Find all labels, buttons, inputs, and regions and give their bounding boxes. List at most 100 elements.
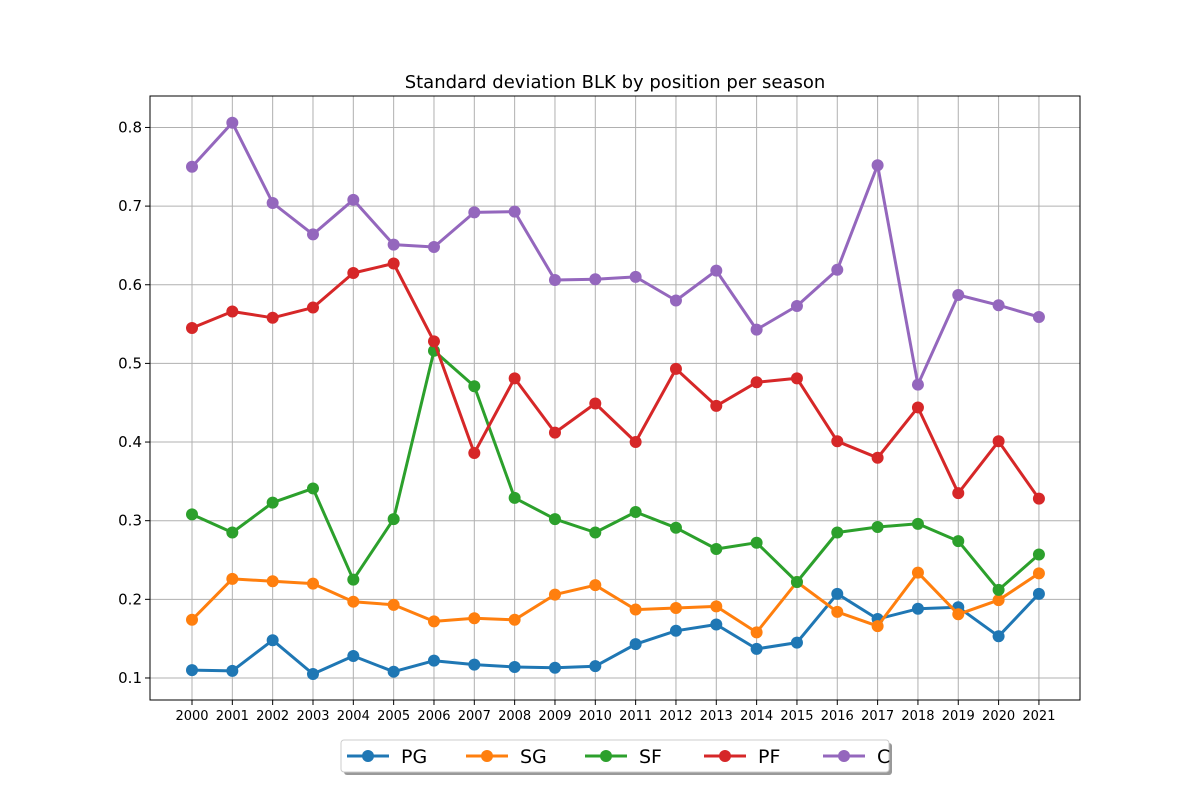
- data-point-pg: [629, 638, 642, 651]
- data-point-pg: [992, 630, 1005, 643]
- legend-label-pf: PF: [758, 746, 780, 768]
- data-point-c: [669, 294, 682, 307]
- data-point-pf: [508, 372, 521, 385]
- data-point-sg: [710, 600, 723, 613]
- data-point-pf: [629, 436, 642, 449]
- data-point-sg: [548, 588, 561, 601]
- y-tick-label: 0.7: [118, 197, 142, 215]
- data-point-sf: [911, 517, 924, 530]
- y-tick-label: 0.4: [118, 433, 142, 451]
- data-point-c: [831, 263, 844, 276]
- data-point-sf: [629, 506, 642, 519]
- data-point-sf: [306, 482, 319, 495]
- data-point-pf: [347, 266, 360, 279]
- y-tick-label: 0.2: [118, 590, 142, 608]
- x-tick-label: 2013: [700, 709, 733, 724]
- x-tick-label: 2016: [821, 709, 854, 724]
- data-point-sf: [1032, 548, 1045, 561]
- y-tick-label: 0.5: [118, 354, 142, 372]
- data-point-sg: [669, 601, 682, 614]
- data-point-sf: [266, 496, 279, 509]
- data-point-pf: [911, 401, 924, 414]
- series-line-sg: [190, 571, 1040, 634]
- data-point-pg: [387, 665, 400, 678]
- data-point-sg: [992, 594, 1005, 607]
- data-point-pf: [226, 305, 239, 318]
- data-point-c: [306, 228, 319, 241]
- series-line-sf: [191, 349, 1040, 592]
- data-point-pg: [911, 602, 924, 615]
- x-tick-label: 2018: [901, 709, 934, 724]
- data-point-sg: [427, 615, 440, 628]
- data-point-pf: [266, 311, 279, 324]
- data-point-c: [750, 323, 763, 336]
- data-point-c: [710, 264, 723, 277]
- legend-label-c: C: [877, 746, 890, 768]
- data-point-pg: [306, 668, 319, 681]
- data-point-sg: [831, 605, 844, 618]
- data-point-sg: [871, 620, 884, 633]
- x-tick-label: 2007: [458, 709, 491, 724]
- y-axis: 0.1 0.2 0.3 0.4 0.5 0.6 0.7 0.8: [118, 118, 150, 687]
- y-tick-label: 0.1: [118, 669, 142, 687]
- data-point-pf: [790, 372, 803, 385]
- data-point-sg: [186, 613, 198, 626]
- data-point-pf: [1032, 492, 1045, 505]
- legend-marker-sf: [600, 750, 612, 762]
- data-point-pg: [226, 664, 239, 677]
- legend-label-sf: SF: [639, 746, 662, 768]
- data-point-pg: [508, 660, 521, 673]
- data-point-sf: [186, 508, 198, 521]
- data-point-pg: [669, 624, 682, 637]
- data-point-pf: [831, 435, 844, 448]
- data-point-pf: [186, 322, 198, 335]
- data-point-pg: [548, 661, 561, 674]
- x-axis: 2000 2001 2002 2003 2004 2005 2006 2007 2008 2009…: [175, 700, 1055, 724]
- data-point-sf: [226, 526, 239, 539]
- data-point-c: [589, 273, 602, 286]
- x-tick-label: 2011: [619, 709, 652, 724]
- data-point-pg: [427, 654, 440, 667]
- data-point-pg: [186, 664, 198, 677]
- x-tick-label: 2012: [659, 709, 692, 724]
- data-point-sg: [952, 608, 965, 621]
- data-point-pg: [266, 634, 279, 647]
- x-tick-label: 2004: [337, 709, 370, 724]
- series-group: [186, 116, 1045, 681]
- data-point-sf: [790, 576, 803, 589]
- x-tick-label: 2014: [740, 709, 773, 724]
- series-line-pf: [191, 262, 1041, 500]
- data-point-pf: [992, 435, 1005, 448]
- grid-lines: [150, 96, 1080, 700]
- legend-marker-sg: [481, 750, 493, 762]
- data-point-c: [992, 299, 1005, 312]
- data-point-c: [911, 378, 924, 391]
- data-point-sf: [468, 380, 481, 393]
- plot-frame: [149, 95, 1081, 701]
- data-point-sf: [831, 526, 844, 539]
- series-line-c: [190, 121, 1040, 387]
- x-tick-label: 2009: [538, 709, 571, 724]
- data-point-pg: [790, 636, 803, 649]
- data-point-sf: [669, 521, 682, 534]
- data-point-c: [186, 160, 198, 173]
- data-point-c: [548, 274, 561, 287]
- data-point-c: [427, 241, 440, 253]
- data-point-sg: [468, 612, 481, 625]
- legend: PG SG SF PF C: [340, 739, 892, 775]
- data-point-sg: [347, 595, 360, 608]
- data-point-pg: [750, 642, 763, 655]
- data-point-sg: [750, 626, 763, 639]
- x-tick-label: 2010: [579, 709, 612, 724]
- data-point-sf: [548, 513, 561, 526]
- data-point-pf: [427, 335, 440, 348]
- data-point-c: [952, 288, 965, 301]
- data-point-c: [226, 116, 239, 129]
- legend-marker-pg: [362, 750, 374, 762]
- x-tick-label: 2021: [1022, 709, 1055, 724]
- data-point-pg: [831, 587, 844, 600]
- y-tick-label: 0.8: [118, 118, 142, 136]
- data-point-pf: [750, 376, 763, 389]
- data-point-sg: [226, 572, 239, 585]
- data-point-c: [508, 205, 521, 218]
